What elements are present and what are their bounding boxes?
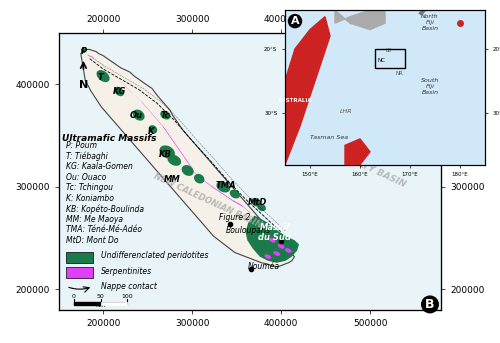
Ellipse shape <box>194 174 204 184</box>
Ellipse shape <box>230 190 240 199</box>
Text: TMA: TMA <box>216 181 236 190</box>
Ellipse shape <box>216 181 230 192</box>
Ellipse shape <box>258 204 266 211</box>
Ellipse shape <box>264 254 271 259</box>
Polygon shape <box>285 17 330 165</box>
Polygon shape <box>81 49 294 267</box>
Polygon shape <box>154 117 164 127</box>
Ellipse shape <box>274 251 280 256</box>
Text: Km: Km <box>96 303 106 308</box>
Bar <box>100 301 128 305</box>
Polygon shape <box>134 95 142 103</box>
Text: Figure 2: Figure 2 <box>219 213 250 222</box>
Text: Boulouparis: Boulouparis <box>226 226 271 235</box>
Polygon shape <box>105 68 114 75</box>
Text: P: P <box>80 47 86 56</box>
Ellipse shape <box>132 109 144 121</box>
Text: MtD: MtD <box>248 198 267 207</box>
Polygon shape <box>220 192 233 201</box>
Ellipse shape <box>278 244 284 249</box>
Text: MM: MM <box>164 175 181 184</box>
Text: LHR: LHR <box>340 109 352 114</box>
Text: K: K <box>148 127 154 136</box>
Text: T: T <box>98 73 103 82</box>
Text: K: Koniambo: K: Koniambo <box>66 194 114 203</box>
Text: TMA: Téné-Mé-Adéo: TMA: Téné-Mé-Adéo <box>66 225 142 234</box>
Bar <box>375 49 405 68</box>
Polygon shape <box>190 168 201 179</box>
Polygon shape <box>256 220 264 228</box>
Polygon shape <box>183 156 192 168</box>
Polygon shape <box>140 101 150 111</box>
Text: 0: 0 <box>72 294 76 299</box>
Ellipse shape <box>160 111 170 119</box>
Text: North
Fiji
Basin: North Fiji Basin <box>421 14 439 31</box>
Polygon shape <box>210 185 222 194</box>
Text: MM: Me Maoya: MM: Me Maoya <box>66 215 123 224</box>
Text: 100: 100 <box>122 294 134 299</box>
Text: NC: NC <box>378 58 386 63</box>
Text: Massif
du Sud: Massif du Sud <box>258 223 292 242</box>
Polygon shape <box>162 125 171 138</box>
Polygon shape <box>169 135 178 148</box>
Polygon shape <box>119 80 127 88</box>
Text: KG: Kaala-Gomen: KG: Kaala-Gomen <box>66 162 133 171</box>
Text: LB: LB <box>385 48 391 53</box>
Polygon shape <box>199 177 211 187</box>
Text: AUSTRALIA: AUSTRALIA <box>278 98 312 103</box>
Text: Serpentinites: Serpentinites <box>100 267 152 276</box>
Text: Tasman Sea: Tasman Sea <box>310 135 348 140</box>
Bar <box>74 301 101 305</box>
Text: LOYALTY BASIN: LOYALTY BASIN <box>334 149 407 189</box>
Text: NEW CALEDONIAN BASIN: NEW CALEDONIAN BASIN <box>152 172 263 230</box>
Ellipse shape <box>148 125 157 134</box>
Text: N: N <box>79 80 88 90</box>
Text: Ou: Ou <box>130 110 142 120</box>
Text: Nouméa: Nouméa <box>248 262 280 271</box>
Polygon shape <box>345 139 370 165</box>
Text: KB: Kopéto-Boulinda: KB: Kopéto-Boulinda <box>66 204 144 214</box>
Polygon shape <box>250 213 258 222</box>
Text: Tc: Tc <box>160 110 170 120</box>
Text: KB: KB <box>159 150 172 158</box>
Text: Tc: Tchingou: Tc: Tchingou <box>66 183 113 192</box>
FancyBboxPatch shape <box>66 267 93 278</box>
Polygon shape <box>246 216 299 263</box>
Text: Ultramafic Massifs: Ultramafic Massifs <box>62 134 157 143</box>
FancyBboxPatch shape <box>66 252 93 263</box>
Text: P: Poum: P: Poum <box>66 141 97 150</box>
Polygon shape <box>335 10 385 29</box>
Polygon shape <box>87 55 94 58</box>
Text: T: Tiébaghi: T: Tiébaghi <box>66 152 108 161</box>
Text: NR: NR <box>395 71 403 75</box>
Polygon shape <box>232 199 244 208</box>
Text: Undifferenclated peridotites: Undifferenclated peridotites <box>100 251 208 260</box>
Polygon shape <box>92 57 100 63</box>
Text: KG: KG <box>112 87 126 96</box>
Ellipse shape <box>285 248 292 253</box>
Polygon shape <box>176 146 186 158</box>
Polygon shape <box>112 74 121 82</box>
Ellipse shape <box>269 238 276 243</box>
Ellipse shape <box>182 165 194 176</box>
Text: A: A <box>290 16 300 26</box>
Ellipse shape <box>96 70 110 82</box>
Polygon shape <box>148 109 157 119</box>
Text: 50: 50 <box>97 294 104 299</box>
Polygon shape <box>126 86 134 94</box>
Text: MtD: Mont Do: MtD: Mont Do <box>66 236 118 245</box>
Text: Ou: Ouaco: Ou: Ouaco <box>66 173 106 181</box>
Polygon shape <box>98 62 106 69</box>
Ellipse shape <box>160 145 175 158</box>
Ellipse shape <box>168 155 181 166</box>
Ellipse shape <box>114 87 124 96</box>
Ellipse shape <box>81 48 86 53</box>
Text: South
Fiji
Basin: South Fiji Basin <box>421 78 439 95</box>
Ellipse shape <box>251 198 262 207</box>
Text: Nappe contact: Nappe contact <box>100 282 156 291</box>
Polygon shape <box>242 205 252 215</box>
Text: B: B <box>425 298 434 311</box>
